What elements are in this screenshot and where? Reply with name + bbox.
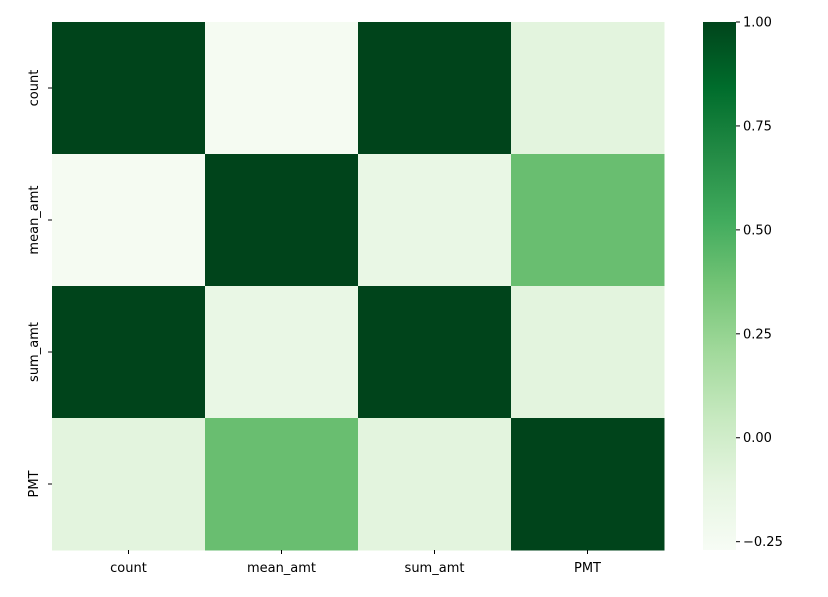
colorbar-tick-label: 0.50 xyxy=(743,223,772,238)
y-axis-ticks: count mean_amt sum_amt PMT xyxy=(27,70,52,498)
heatmap-cells xyxy=(52,22,665,551)
heatmap-cell xyxy=(52,154,206,287)
colorbar-ticks: 1.00 0.75 0.50 0.25 0.00 −0.25 xyxy=(736,16,783,550)
heatmap-cell xyxy=(358,22,512,155)
heatmap-cell xyxy=(358,154,512,287)
x-tick-label: mean_amt xyxy=(247,561,316,576)
heatmap-cell xyxy=(358,286,512,419)
colorbar xyxy=(703,22,736,550)
heatmap-cell xyxy=(511,418,665,551)
colorbar-tick-label: 1.00 xyxy=(743,16,772,31)
x-axis-ticks: count mean_amt sum_amt PMT xyxy=(110,550,601,576)
heatmap-cell xyxy=(52,22,206,155)
heatmap-cell xyxy=(511,22,665,155)
heatmap-cell xyxy=(511,154,665,287)
heatmap-cell xyxy=(511,286,665,419)
heatmap-cell xyxy=(205,22,359,155)
heatmap-cell xyxy=(52,418,206,551)
x-tick-label: count xyxy=(110,561,147,576)
heatmap-cell xyxy=(205,418,359,551)
heatmap-cell xyxy=(205,154,359,287)
colorbar-tick-label: −0.25 xyxy=(743,535,783,550)
y-tick-label: mean_amt xyxy=(27,185,42,254)
y-tick-label: sum_amt xyxy=(27,322,42,382)
colorbar-tick-label: 0.75 xyxy=(743,119,772,134)
colorbar-tick-label: 0.25 xyxy=(743,327,772,342)
x-tick-label: sum_amt xyxy=(405,561,465,576)
heatmap-cell xyxy=(358,418,512,551)
heatmap-cell xyxy=(52,286,206,419)
colorbar-tick-label: 0.00 xyxy=(743,431,772,446)
y-tick-label: count xyxy=(27,70,42,107)
y-tick-label: PMT xyxy=(27,470,42,497)
heatmap-cell xyxy=(205,286,359,419)
x-tick-label: PMT xyxy=(574,561,601,576)
